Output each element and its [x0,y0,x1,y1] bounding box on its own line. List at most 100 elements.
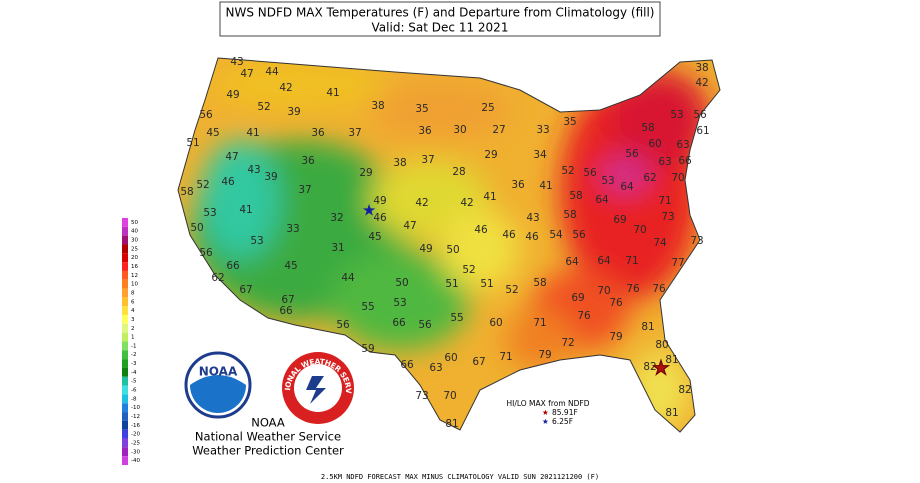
temperature-label: 53 [393,297,406,309]
temperature-label: 31 [331,242,344,254]
temperature-label: 56 [625,148,639,160]
legend-swatch [122,244,128,254]
temperature-label: 66 [392,317,406,329]
temperature-label: 41 [539,180,552,192]
legend-swatch [122,447,128,457]
legend-swatch [122,385,128,395]
temperature-label: 46 [373,212,387,224]
temperature-label: 56 [583,167,597,179]
us-outline [177,57,721,433]
temperature-label: 30 [453,124,466,136]
extreme-low: 6.25F [552,417,573,426]
legend-label: 50 [131,220,138,226]
temperature-label: 63 [429,362,442,374]
temperature-label: 55 [450,312,463,324]
legend-swatch [122,367,128,377]
temperature-label: 67 [472,356,485,368]
temperature-label: 70 [633,224,646,236]
temperature-label: 37 [298,184,311,196]
temperature-label: 76 [652,283,666,295]
temperature-label: 43 [526,212,539,224]
nws-logo-bolt [306,376,326,404]
temperature-label: 73 [690,235,703,247]
temperature-label: 81 [641,321,654,333]
temperature-label: 58 [563,209,576,221]
temperature-label: 56 [418,319,432,331]
temperature-label: 77 [671,257,684,269]
temperature-label: 76 [577,310,591,322]
temperature-label: 73 [661,211,674,223]
temperature-label: 41 [239,204,252,216]
temperature-label: 38 [393,157,406,169]
temperature-label: 53 [250,235,263,247]
temperature-label: 51 [445,278,458,290]
credit-center: Weather Prediction Center [192,444,344,458]
temperature-label: 37 [348,127,361,139]
temperature-label: 28 [452,166,465,178]
temperature-label: 45 [284,260,297,272]
temperature-label: 53 [601,175,614,187]
temperature-label: 79 [538,349,551,361]
temperature-label: 64 [595,194,609,206]
temperature-label: 50 [395,277,408,289]
legend-label: -2 [131,352,136,358]
temperature-label: 66 [279,305,293,317]
temperature-label: 53 [203,207,216,219]
temperature-label: 56 [336,319,350,331]
temperature-label: 67 [281,294,294,306]
temperature-label: 58 [569,190,582,202]
color-legend: 50 40 30 25 20 16 12 10 8 6 4 3 2 1 -1 -2 -3 -4 -5 -6 -8 -10 -… [122,218,140,465]
temperature-label: 29 [484,149,497,161]
legend-label: 8 [131,290,135,296]
temperature-label: 51 [480,278,493,290]
temperature-label: 52 [561,165,574,177]
temperature-label: 58 [641,122,654,134]
temperature-label: 50 [190,222,203,234]
temperature-label: 34 [533,149,547,161]
temperature-label: 39 [287,106,300,118]
title: NWS NDFD MAX Temperatures (F) and Depart… [226,6,655,20]
legend-label: 40 [131,229,138,235]
legend-swatch [122,350,128,360]
temperature-label: 42 [695,77,708,89]
temperature-label: 33 [286,223,299,235]
legend-swatch [122,341,128,351]
temperature-label: 49 [373,195,386,207]
legend-label: 3 [131,317,135,323]
subtitle: Valid: Sat Dec 11 2021 [372,21,509,35]
temperature-label: 67 [239,284,252,296]
temperature-label: 81 [445,418,458,430]
legend-swatch [122,288,128,298]
legend-swatch [122,438,128,448]
legend-swatch [122,359,128,368]
temperature-label: 36 [301,155,315,167]
temperature-label: 29 [359,167,372,179]
temperature-label: 38 [371,100,384,112]
legend-swatch [122,420,128,430]
temperature-label: 60 [444,352,457,364]
temperature-label: 66 [678,155,692,167]
credit-agency: NOAA [251,416,285,430]
legend-label: 10 [131,282,138,288]
temperature-label: 42 [460,197,473,209]
legend-swatch [122,253,128,263]
credit-service: National Weather Service [195,430,341,444]
legend-label: 12 [131,273,138,279]
temperature-label: 41 [246,127,259,139]
temperature-label: 38 [695,62,708,74]
temperature-label: 76 [626,283,640,295]
temperature-label: 43 [230,56,243,68]
legend-label: 30 [131,238,138,244]
temperature-label: 43 [247,164,260,176]
legend-swatch [122,376,128,386]
temperature-label: 42 [279,82,292,94]
temperature-label: 59 [361,343,374,355]
temperature-label: 25 [481,102,494,114]
temperature-label: 81 [665,354,678,366]
temperature-label: 64 [565,256,579,268]
legend-swatch [122,218,128,227]
legend-label: -8 [131,396,137,402]
legend-label: 4 [131,308,135,314]
temperature-label: 44 [341,272,355,284]
legend-swatch [122,429,128,439]
